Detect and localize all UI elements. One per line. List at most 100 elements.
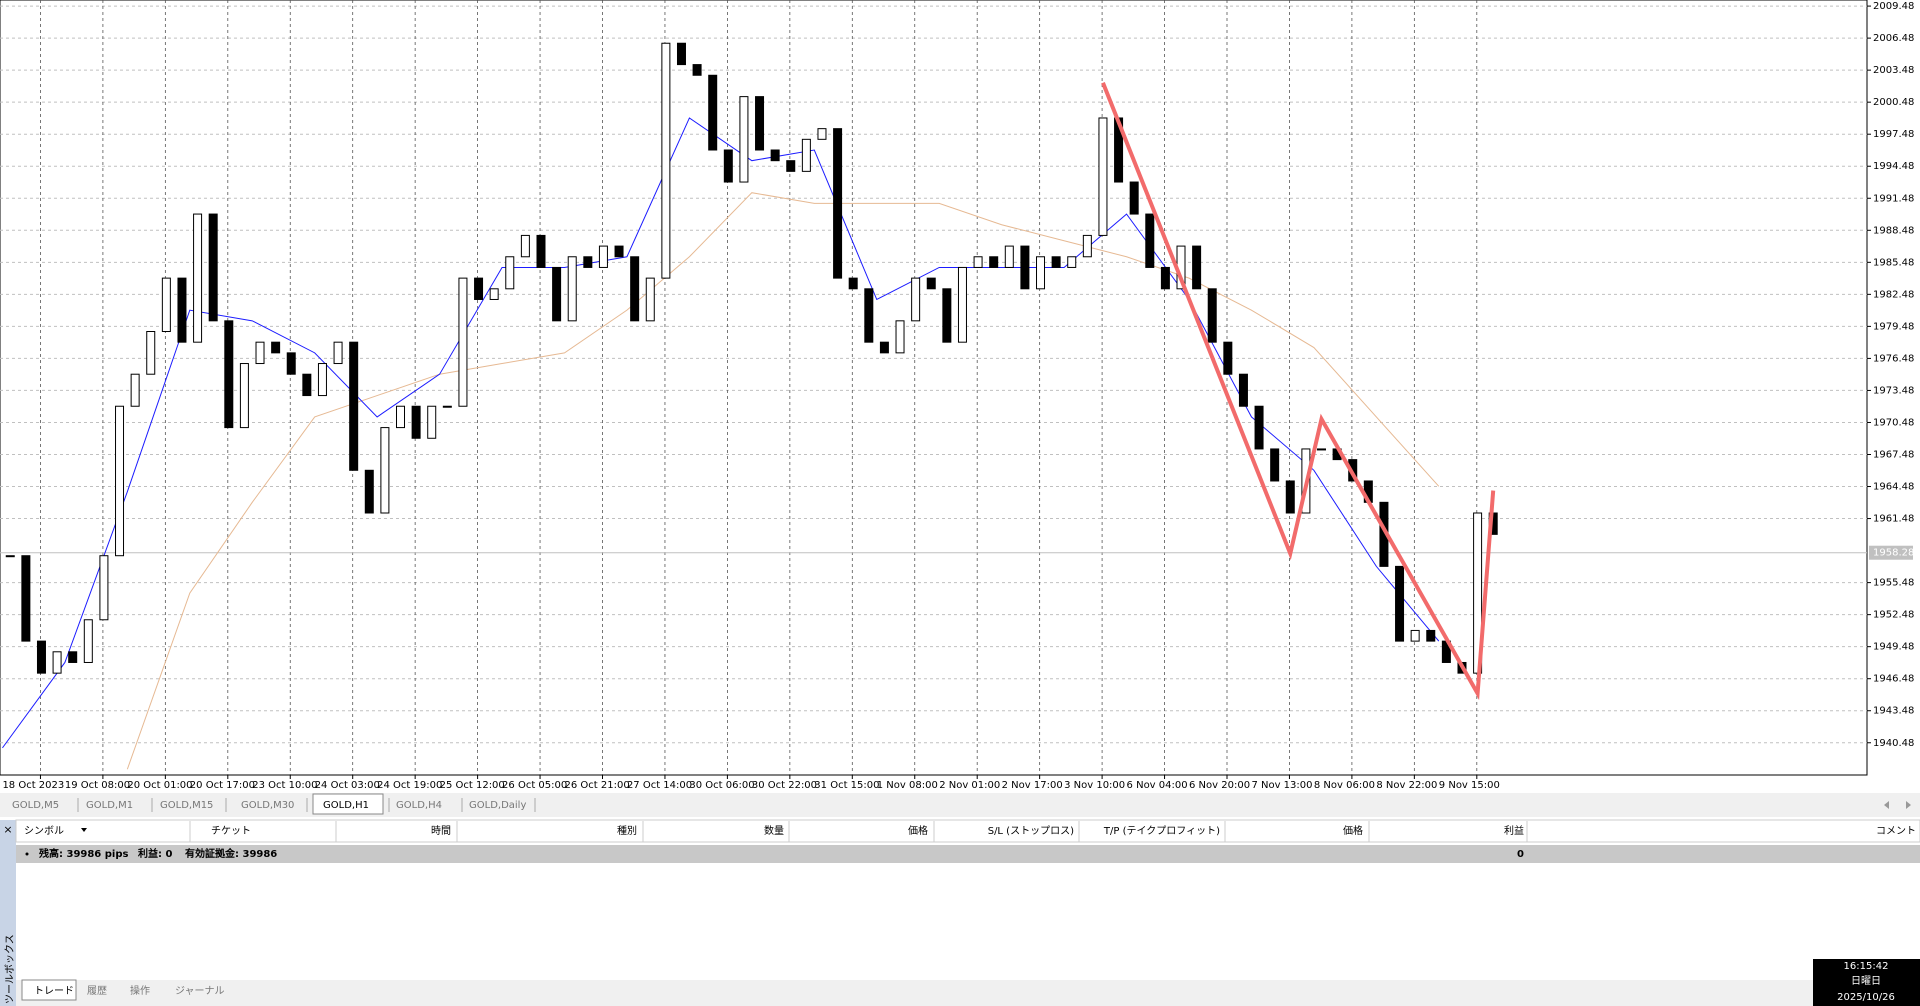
fast-ma-line	[2, 117, 1440, 749]
x-tick-label: 8 Nov 06:00	[1314, 780, 1375, 791]
candle	[989, 256, 999, 268]
candle	[1207, 288, 1217, 343]
y-tick-label: 1991.48	[1873, 193, 1914, 204]
x-tick-label: 19 Oct 08:00	[65, 780, 130, 791]
active-tab-bg	[312, 793, 384, 815]
terminal-tab[interactable]: 履歴	[87, 985, 107, 997]
y-tick-label: 1967.48	[1873, 449, 1914, 460]
account-text: 残高: 39986 pips	[39, 847, 128, 860]
x-tick-label: 24 Oct 03:00	[315, 780, 380, 791]
chart-tab[interactable]: GOLD,M15	[160, 800, 213, 811]
candle	[1223, 341, 1233, 375]
candle	[770, 149, 780, 162]
candle	[52, 651, 62, 674]
candle	[5, 555, 15, 558]
chart-tab[interactable]: GOLD,H4	[396, 800, 442, 811]
candle	[1395, 565, 1405, 642]
x-tick-label: 26 Oct 21:00	[565, 780, 630, 791]
x-tick-label: 25 Oct 12:00	[440, 780, 505, 791]
candle	[630, 256, 640, 322]
candle	[692, 64, 702, 76]
column-header[interactable]: 価格	[1343, 824, 1363, 837]
y-tick-label: 1973.48	[1873, 385, 1914, 396]
candle	[1316, 448, 1326, 451]
current-price-label: 1958.28	[1873, 548, 1914, 559]
x-tick-label: 3 Nov 10:00	[1064, 780, 1125, 791]
dropdown-arrow[interactable]	[81, 828, 87, 832]
terminal-tab[interactable]: ジャーナル	[175, 985, 225, 997]
candle	[1098, 117, 1108, 236]
candle	[271, 341, 281, 354]
row-bullet	[25, 852, 29, 856]
candle	[926, 277, 936, 290]
column-header[interactable]: シンボル	[24, 825, 64, 837]
candle	[442, 405, 452, 408]
candle	[1051, 256, 1061, 268]
candle	[661, 42, 671, 279]
column-header[interactable]: S/L (ストップロス)	[988, 825, 1074, 837]
y-tick-label: 1952.48	[1873, 610, 1914, 621]
chart-tab[interactable]: GOLD,Daily	[469, 800, 526, 811]
candle	[146, 331, 156, 375]
tab-scroll-left[interactable]	[1884, 801, 1889, 809]
chart-tab[interactable]: GOLD,M5	[12, 800, 59, 811]
column-header[interactable]: 種別	[617, 824, 637, 837]
y-tick-label: 1940.48	[1873, 738, 1914, 749]
candle	[239, 363, 249, 429]
terminal-tab[interactable]: 操作	[130, 984, 150, 997]
candle	[817, 128, 827, 140]
header-row	[15, 819, 1920, 843]
y-tick-label: 1964.48	[1873, 482, 1914, 493]
candle	[801, 138, 811, 172]
x-tick-label: 27 Oct 14:00	[627, 780, 692, 791]
candle	[786, 160, 796, 172]
chart-tab[interactable]: GOLD,H1	[323, 800, 369, 811]
account-text: 利益: 0	[138, 847, 172, 860]
candle	[598, 245, 608, 268]
candle	[973, 256, 983, 268]
candle	[1145, 213, 1155, 268]
candle	[1036, 256, 1046, 290]
candle	[1238, 373, 1248, 407]
candle	[36, 640, 46, 674]
column-header[interactable]: T/P (テイクプロフィット)	[1103, 825, 1220, 837]
candle	[520, 234, 530, 258]
candle	[208, 213, 218, 322]
candle	[1270, 448, 1280, 482]
x-tick-label: 24 Oct 19:00	[377, 780, 442, 791]
y-tick-label: 1955.48	[1873, 578, 1914, 589]
column-header[interactable]: 時間	[431, 825, 451, 837]
candle	[848, 277, 858, 290]
y-tick-label: 1946.48	[1873, 674, 1914, 685]
candle	[193, 213, 203, 343]
column-header[interactable]: 数量	[764, 824, 784, 837]
y-tick-label: 1997.48	[1873, 129, 1914, 140]
column-header[interactable]: 価格	[908, 824, 928, 837]
y-tick-label: 1979.48	[1873, 321, 1914, 332]
candle	[1067, 256, 1077, 268]
column-header[interactable]: 利益	[1504, 824, 1524, 837]
candle	[505, 256, 515, 290]
terminal-tab[interactable]: トレード	[34, 986, 74, 997]
chart-tab[interactable]: GOLD,M1	[86, 800, 133, 811]
candle	[99, 555, 109, 621]
column-header[interactable]: チケット	[211, 825, 251, 837]
candle	[489, 288, 499, 300]
x-tick-label: 30 Oct 22:00	[752, 780, 817, 791]
candle	[396, 405, 406, 429]
y-tick-label: 1943.48	[1873, 706, 1914, 717]
tab-scroll-right[interactable]	[1906, 801, 1911, 809]
candle	[130, 373, 140, 407]
column-header[interactable]: コメント	[1876, 826, 1916, 837]
x-tick-label: 2 Nov 17:00	[1002, 780, 1063, 791]
candle	[458, 277, 468, 407]
x-tick-label: 6 Nov 20:00	[1189, 780, 1250, 791]
candle	[1160, 266, 1170, 290]
y-tick-label: 1970.48	[1873, 417, 1914, 428]
chart-tab[interactable]: GOLD,M30	[241, 800, 294, 811]
clock-day: 日曜日	[1851, 975, 1881, 987]
y-tick-label: 1988.48	[1873, 225, 1914, 236]
clock-date: 2025/10/26	[1837, 992, 1895, 1003]
close-button[interactable]: ×	[3, 823, 12, 836]
